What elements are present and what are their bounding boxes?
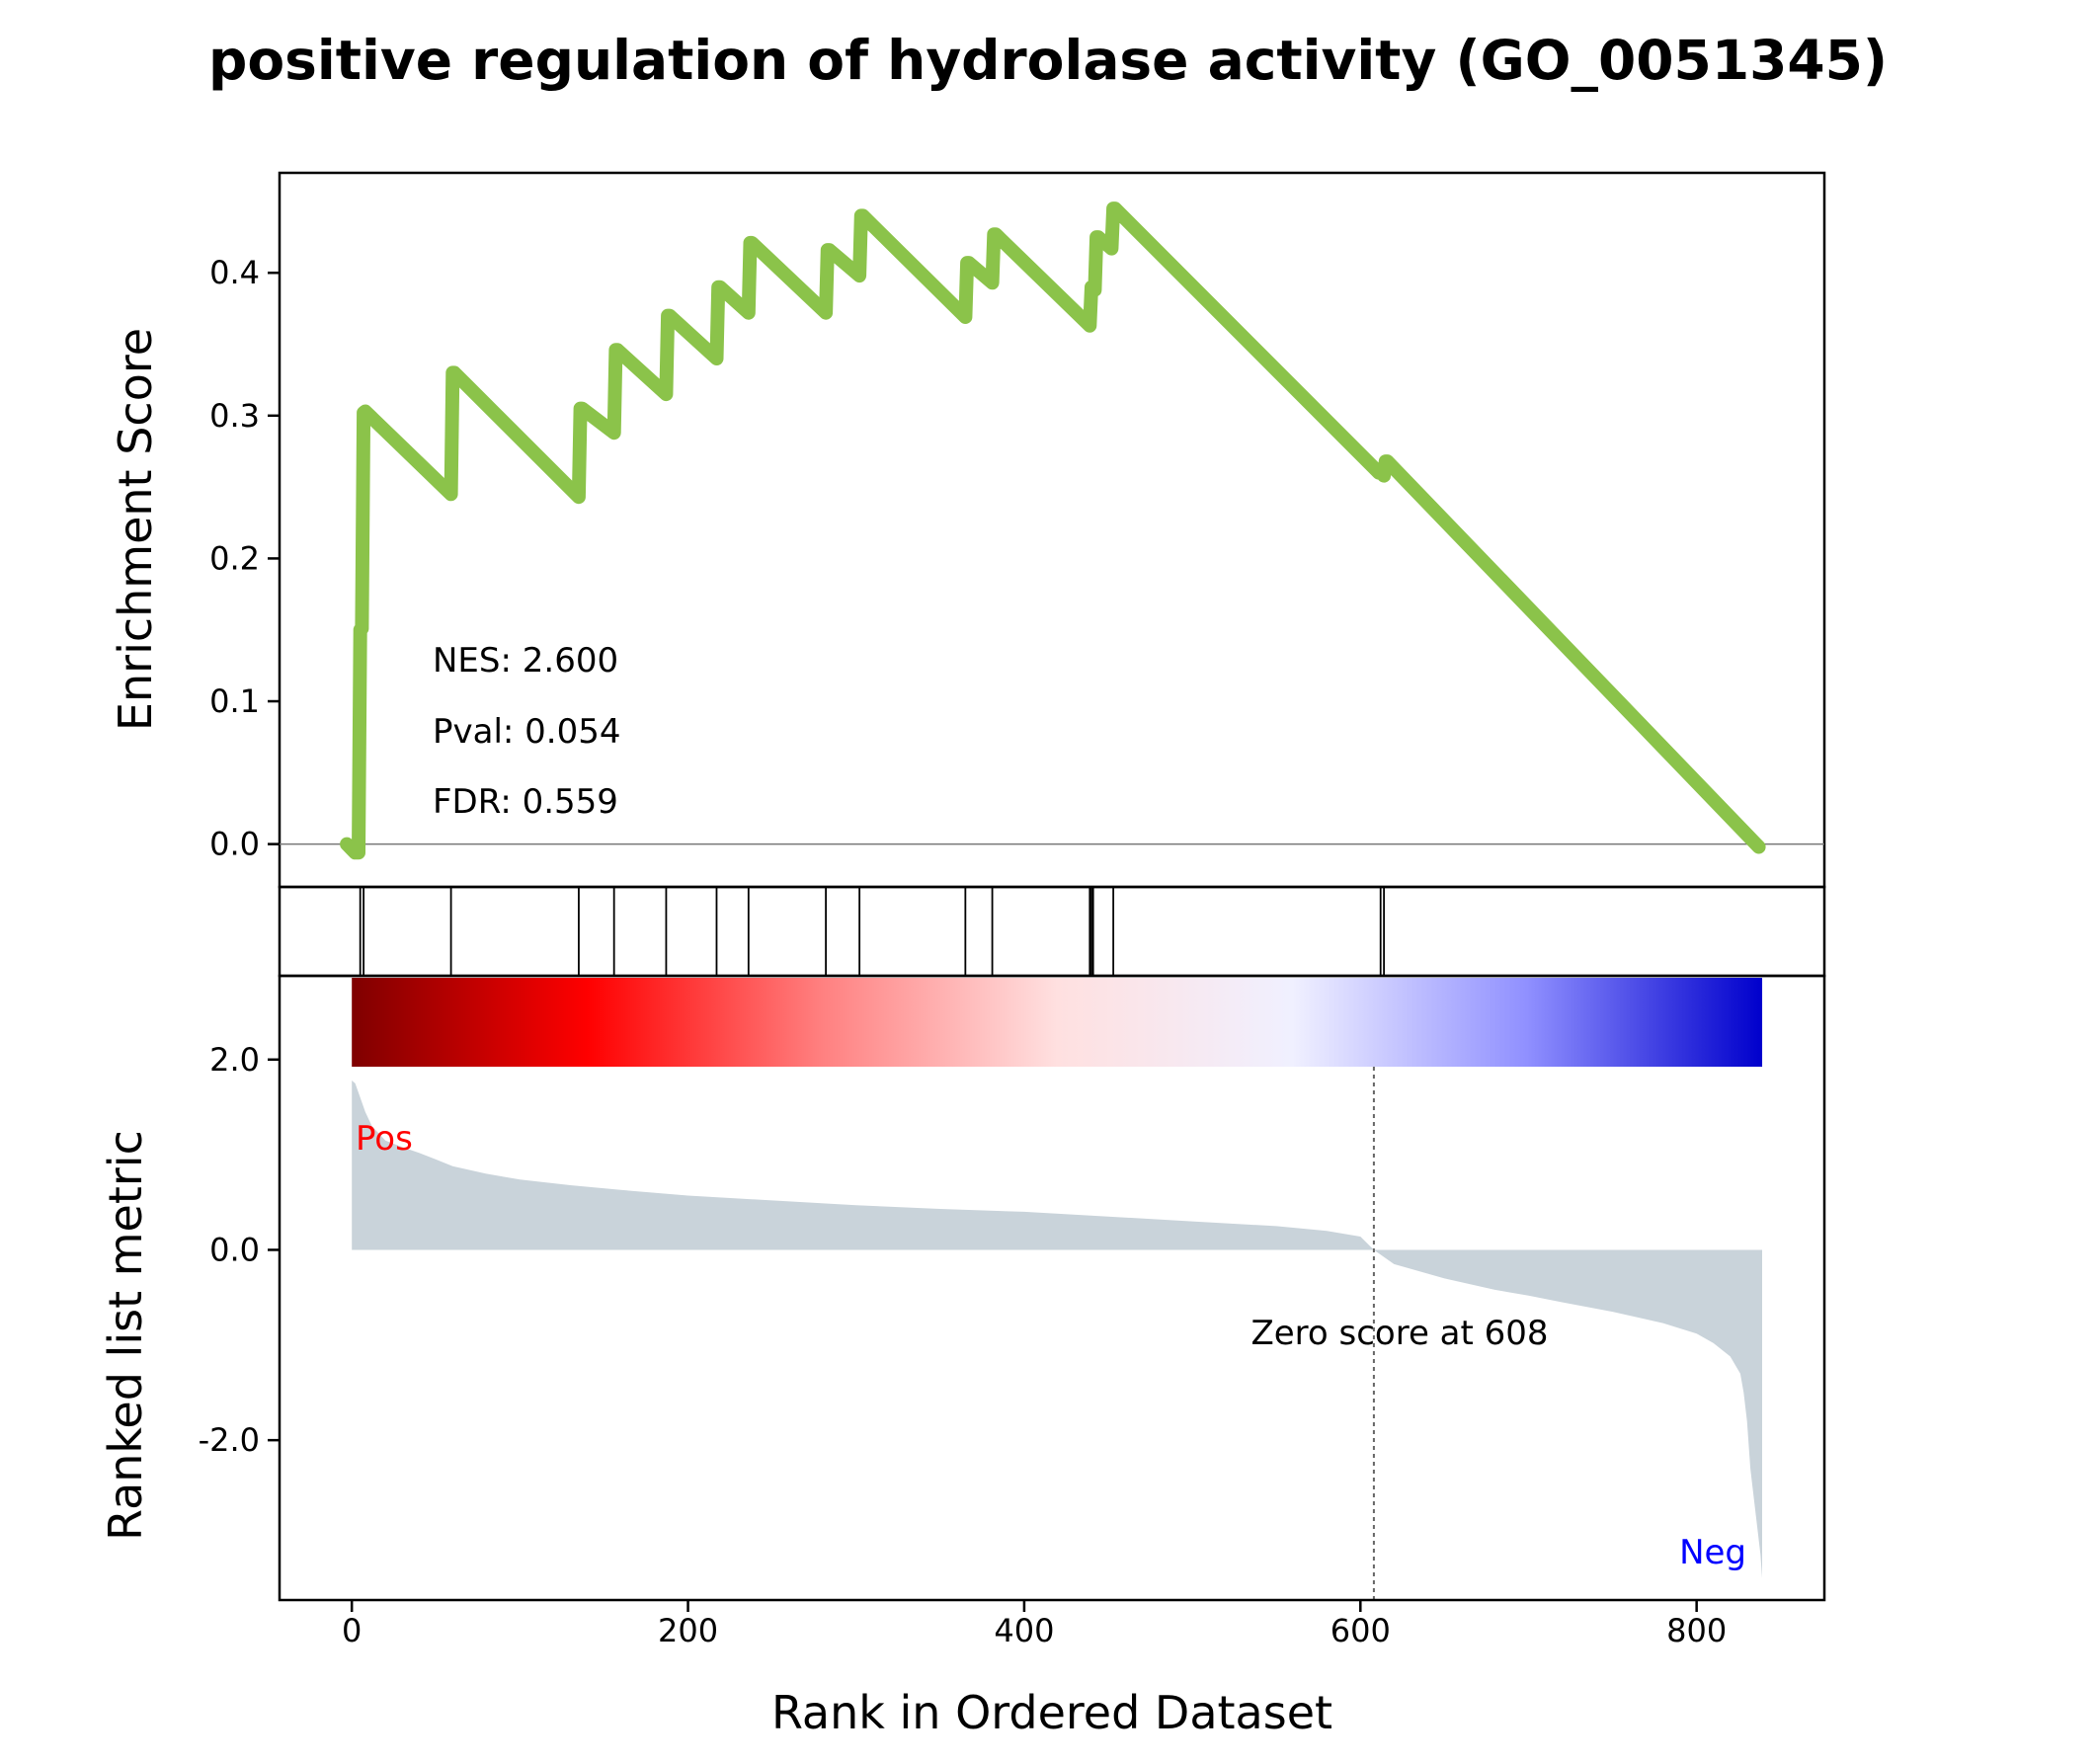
rank-y-ticks: 2.0 0.0 -2.0	[199, 1041, 280, 1459]
hit-lines	[359, 887, 1386, 976]
x-axis-ticks: 0 200 400 600 800	[342, 1600, 1727, 1649]
x-axis-label: Rank in Ordered Dataset	[771, 1686, 1332, 1739]
enrichment-score-line	[340, 201, 1766, 860]
hits-panel-frame	[278, 885, 1826, 978]
es-y-tick-label: 0.2	[209, 539, 260, 577]
pos-label: Pos	[356, 1119, 413, 1159]
es-y-axis-label: Enrichment Score	[109, 328, 162, 731]
rank-heatmap-bar	[352, 978, 1763, 1067]
x-tick-label: 0	[342, 1612, 362, 1649]
zero-score-label: Zero score at 608	[1250, 1314, 1548, 1353]
es-y-tick-label: 0.1	[209, 682, 260, 720]
es-y-tick-label: 0.3	[209, 397, 260, 435]
es-y-tick-label: 0.0	[209, 826, 260, 863]
x-tick-label: 600	[1330, 1612, 1391, 1649]
fdr-stat: FDR: 0.559	[433, 782, 618, 822]
x-tick-label: 400	[994, 1612, 1054, 1649]
rank-y-tick-label: 2.0	[209, 1041, 260, 1079]
es-y-tick-label: 0.4	[209, 254, 260, 291]
rank-panel-frame	[278, 974, 1826, 1602]
neg-label: Neg	[1679, 1533, 1746, 1572]
x-tick-label: 800	[1666, 1612, 1727, 1649]
pval-stat: Pval: 0.054	[433, 712, 621, 752]
chart-title: positive regulation of hydrolase activit…	[208, 29, 1888, 92]
rank-y-tick-label: -2.0	[199, 1421, 260, 1459]
ranked-metric-area	[352, 1081, 1763, 1578]
ranked-metric-panel: 2.0 0.0 -2.0 Pos Neg Zero score at 608 Ran…	[99, 974, 1826, 1602]
nes-stat: NES: 2.600	[433, 641, 618, 681]
rank-y-tick-label: 0.0	[209, 1231, 260, 1268]
enrichment-score-panel: 0.0 0.1 0.2 0.3 0.4 NES: 2.600 Pval: 0.054 F…	[109, 171, 1826, 889]
rank-y-axis-label: Ranked list metric	[99, 1130, 152, 1541]
x-tick-label: 200	[658, 1612, 718, 1649]
gene-hits-panel	[278, 885, 1826, 978]
es-y-ticks: 0.0 0.1 0.2 0.3 0.4	[209, 254, 280, 863]
